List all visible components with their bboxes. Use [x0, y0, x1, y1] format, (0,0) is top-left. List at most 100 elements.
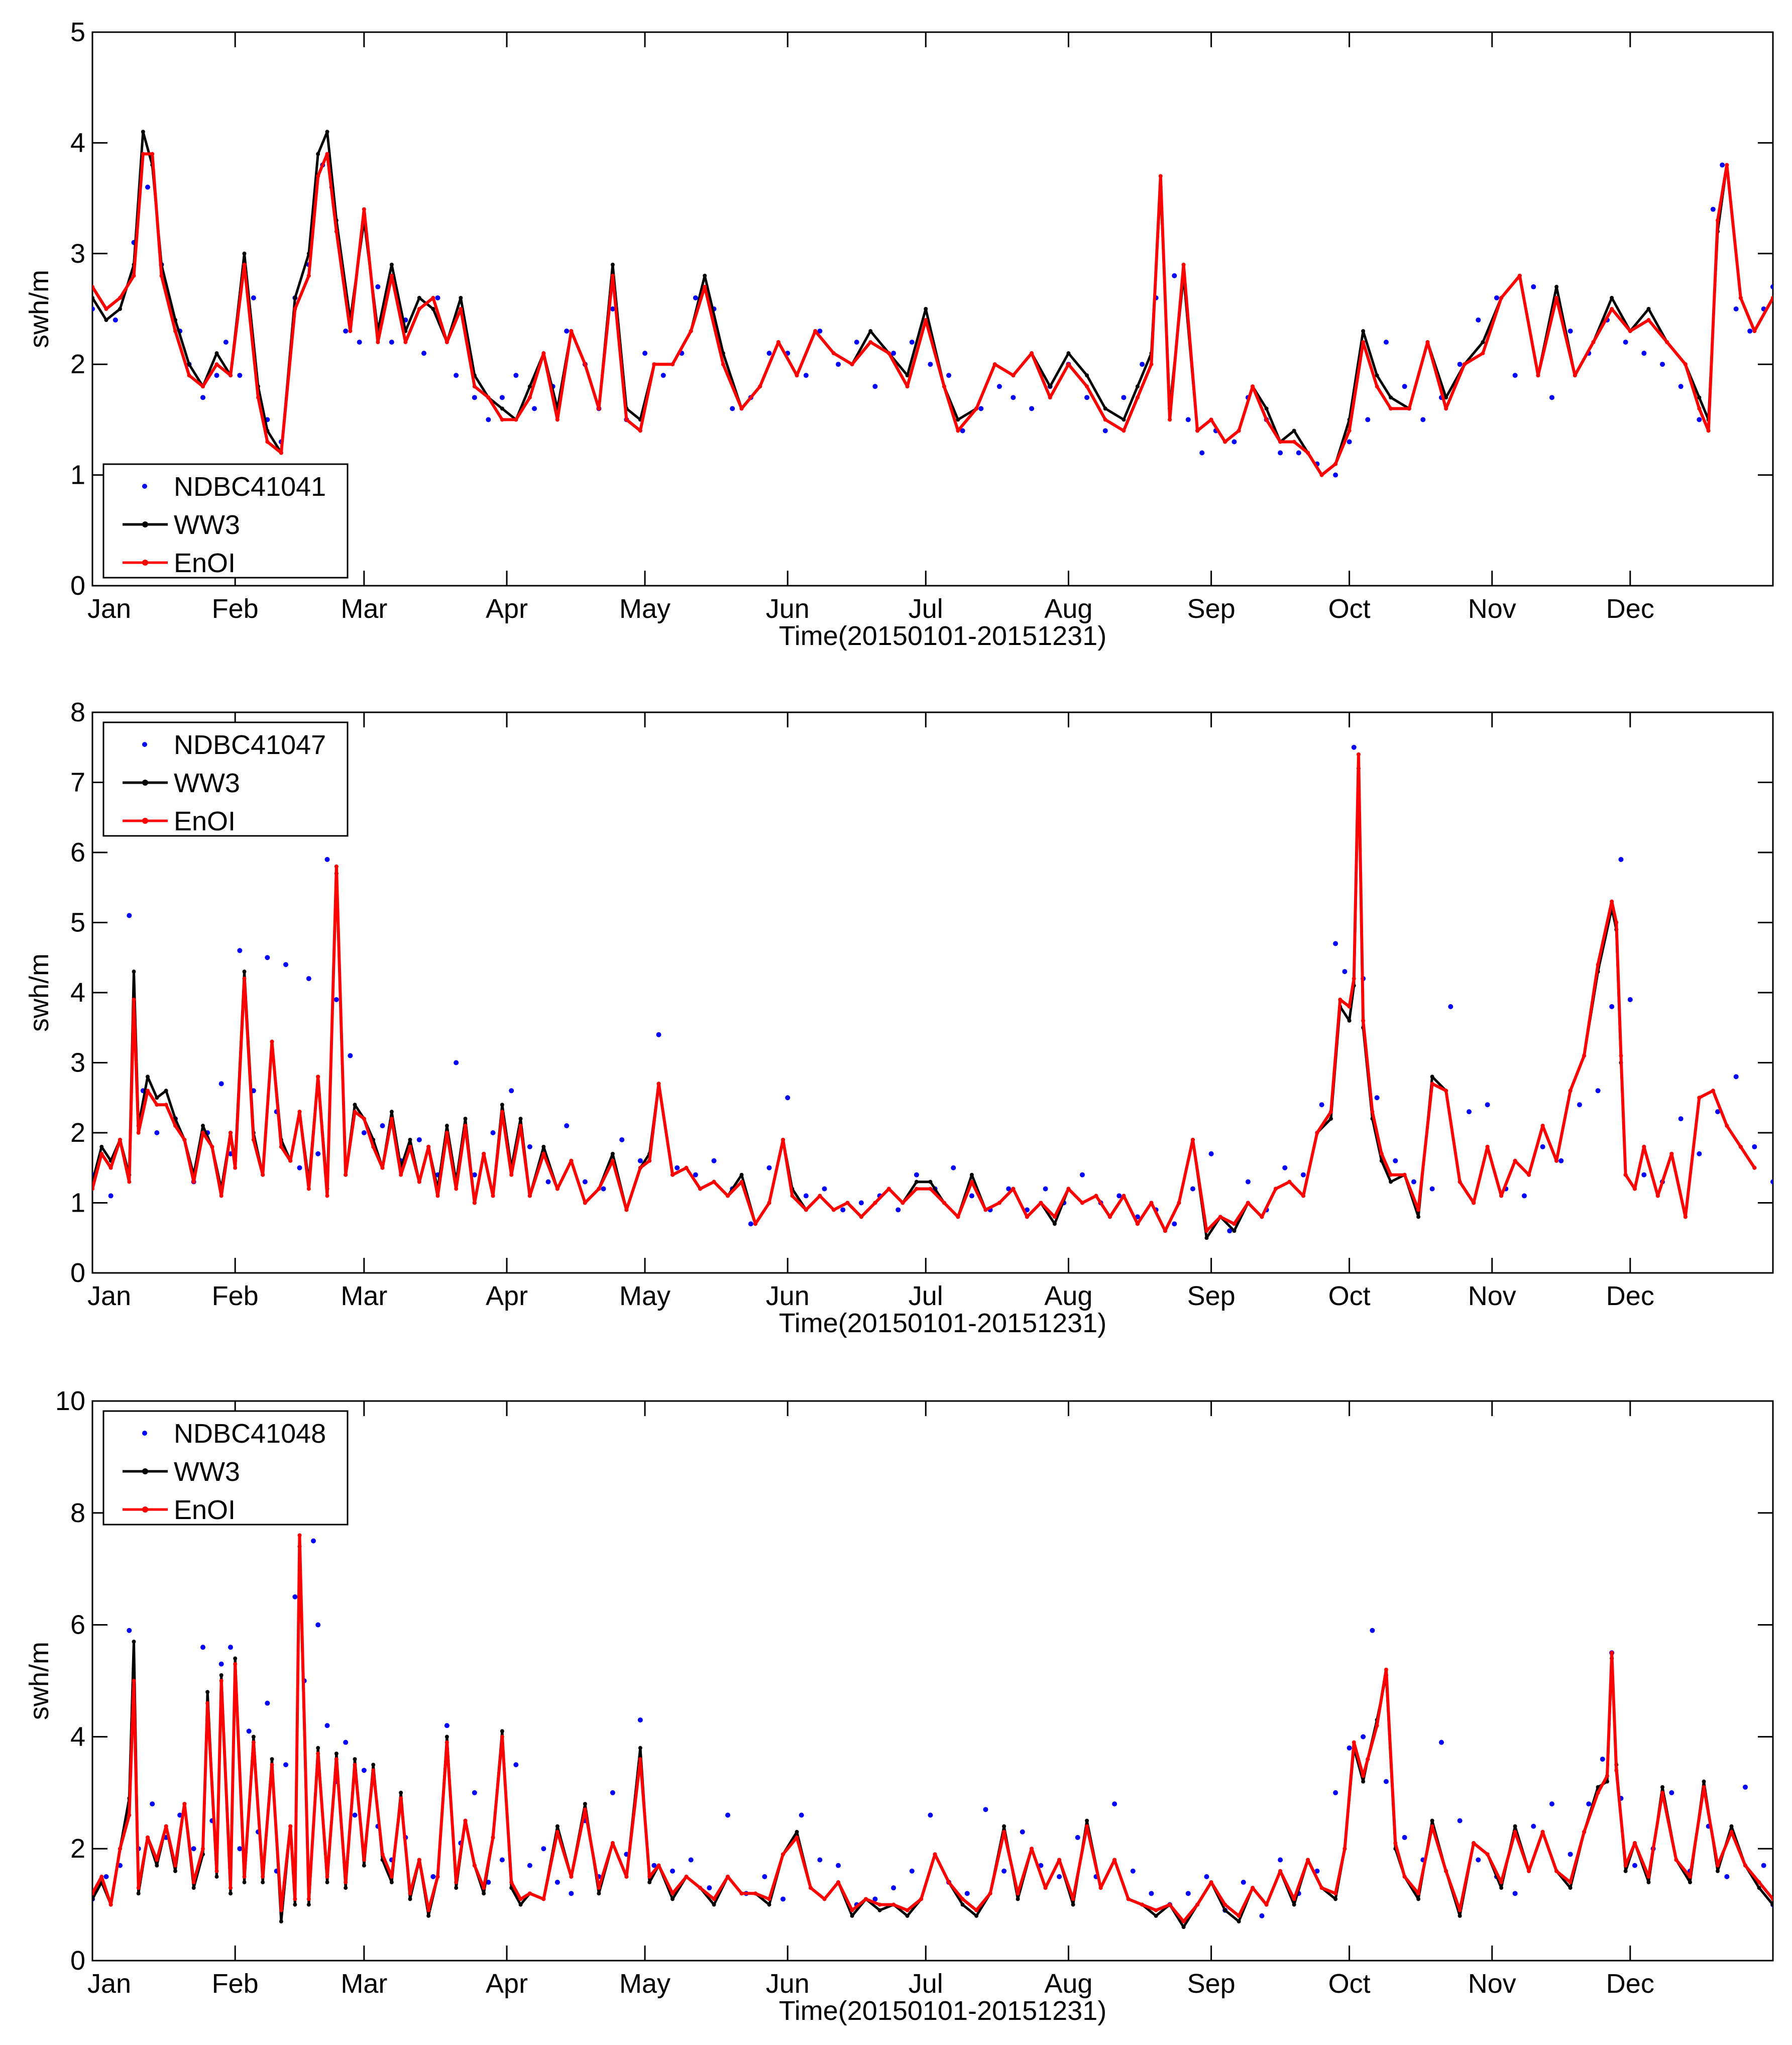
data-point	[1342, 969, 1348, 975]
data-marker	[1016, 1897, 1020, 1901]
data-marker	[739, 1179, 744, 1184]
data-marker	[1025, 1215, 1029, 1219]
data-point	[996, 384, 1002, 389]
data-marker	[1715, 218, 1720, 223]
data-point	[1365, 417, 1371, 422]
y-tick-label: 6	[70, 837, 85, 868]
data-point	[1361, 1734, 1366, 1740]
data-marker	[767, 1902, 771, 1907]
data-marker	[1209, 417, 1213, 422]
data-point	[1567, 329, 1573, 334]
chart-panel-middle: 0 1 2 3 4 5 6 7 8 Jan Feb Mar Apr May Jun Jul Aug Sep Oct N…	[24, 697, 1774, 1338]
x-tick-label: Apr	[486, 1281, 528, 1311]
data-point	[1278, 450, 1283, 456]
data-point	[1001, 1868, 1007, 1874]
data-point	[1185, 1891, 1191, 1896]
data-marker	[500, 417, 504, 422]
data-marker	[610, 1158, 615, 1163]
data-marker	[426, 1913, 431, 1918]
data-marker	[1112, 1858, 1117, 1862]
data-marker	[288, 1824, 293, 1828]
data-point	[1618, 856, 1624, 862]
data-marker	[864, 1897, 868, 1901]
data-marker	[610, 273, 615, 278]
data-marker	[527, 384, 532, 389]
data-marker	[127, 1179, 132, 1184]
data-marker	[624, 1874, 629, 1879]
legend: NDBC41041 WW3 EnOI	[102, 463, 349, 579]
data-point	[928, 1812, 933, 1818]
data-marker	[1499, 1880, 1504, 1885]
data-marker	[1361, 1779, 1366, 1784]
data-point	[822, 1186, 827, 1192]
data-point	[872, 384, 878, 389]
x-tick-label: Aug	[1044, 1281, 1092, 1311]
data-marker	[1472, 1201, 1476, 1205]
series-EnOI	[92, 1533, 1773, 1924]
data-marker	[344, 1880, 348, 1885]
data-marker	[118, 1137, 123, 1142]
data-marker	[1444, 1869, 1448, 1873]
legend-marker	[142, 521, 148, 527]
data-point	[960, 428, 965, 434]
data-marker	[583, 1802, 587, 1806]
data-marker	[472, 1863, 477, 1868]
data-marker	[1444, 406, 1448, 411]
legend-label: NDBC41047	[174, 730, 326, 760]
data-marker	[1619, 1053, 1623, 1058]
data-marker	[1347, 428, 1352, 433]
data-marker	[426, 1908, 431, 1912]
data-marker	[518, 1124, 523, 1128]
chart-panel-top: 0 1 2 3 4 5 Jan Feb Mar Apr May Jun Jul Aug Sep Oct Nov D…	[24, 17, 1774, 651]
data-marker	[1366, 1757, 1370, 1761]
data-point	[1678, 1116, 1684, 1122]
data-point	[637, 1158, 643, 1163]
data-marker	[1177, 1201, 1181, 1205]
legend-marker	[142, 1506, 148, 1513]
data-marker	[1306, 1858, 1310, 1862]
data-marker	[242, 262, 247, 267]
data-marker	[610, 262, 615, 267]
data-point	[582, 1179, 588, 1185]
x-tick-label: Jan	[87, 594, 131, 624]
data-point	[766, 351, 772, 356]
data-marker	[1066, 351, 1071, 356]
data-marker	[444, 340, 449, 345]
data-marker	[1168, 417, 1172, 422]
y-tick-label: 4	[70, 128, 85, 158]
data-marker	[371, 1768, 376, 1773]
data-point	[858, 1200, 864, 1206]
data-point	[1057, 1874, 1062, 1879]
data-point	[651, 1863, 657, 1868]
legend-marker	[142, 484, 147, 489]
data-marker	[399, 1796, 403, 1800]
data-marker	[555, 1829, 559, 1834]
data-point	[1632, 1863, 1637, 1868]
data-point	[610, 306, 615, 311]
data-point	[375, 284, 381, 289]
data-point	[200, 395, 206, 400]
data-marker	[146, 1074, 150, 1079]
data-marker	[1458, 1913, 1462, 1918]
data-marker	[279, 1144, 283, 1149]
data-marker	[233, 1165, 238, 1170]
data-marker	[334, 864, 339, 869]
series-EnOI	[92, 752, 1757, 1233]
data-point	[1549, 1801, 1554, 1807]
data-point	[1540, 1144, 1545, 1149]
data-point	[1079, 1172, 1085, 1177]
data-marker	[1683, 1215, 1688, 1219]
data-marker	[408, 1897, 412, 1901]
data-marker	[279, 1908, 283, 1912]
data-point	[1374, 1095, 1380, 1101]
data-marker	[92, 295, 94, 300]
data-point	[435, 295, 440, 300]
data-point	[1347, 439, 1352, 445]
data-marker	[1596, 1790, 1600, 1795]
data-point	[343, 329, 349, 334]
data-marker	[541, 1151, 546, 1156]
data-point	[1678, 384, 1684, 389]
data-marker	[353, 1110, 357, 1114]
data-marker	[1163, 1229, 1167, 1233]
data-point	[200, 1645, 206, 1650]
